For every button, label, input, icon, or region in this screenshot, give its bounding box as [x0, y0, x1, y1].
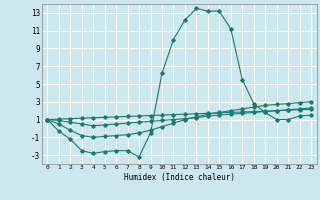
X-axis label: Humidex (Indice chaleur): Humidex (Indice chaleur) — [124, 173, 235, 182]
